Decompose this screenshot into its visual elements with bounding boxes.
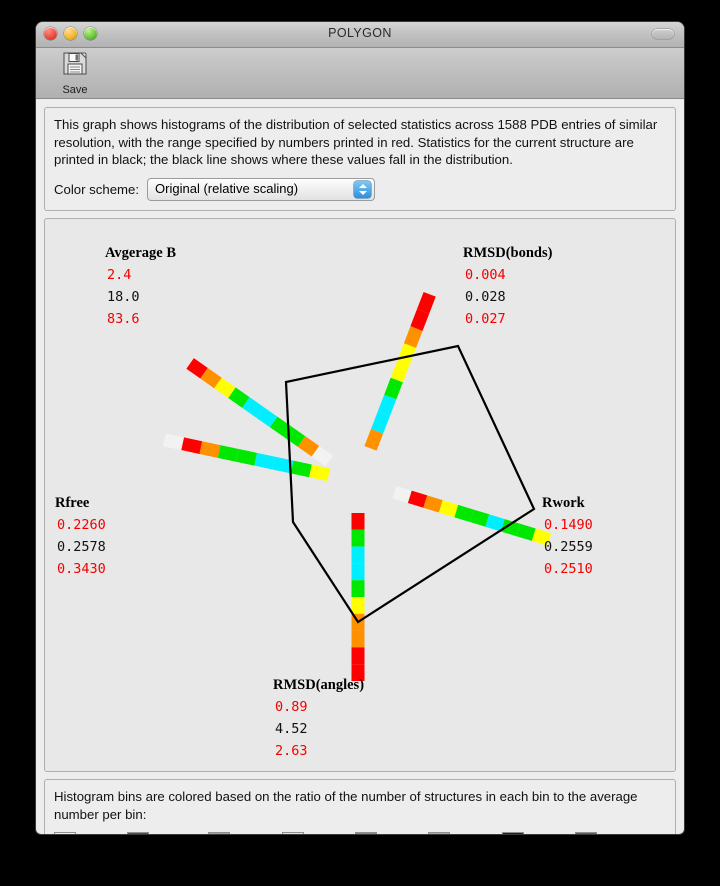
close-window-icon[interactable] bbox=[44, 27, 57, 40]
histogram-bin bbox=[377, 394, 397, 417]
histogram-bin bbox=[269, 416, 292, 438]
histogram-bin bbox=[392, 485, 412, 504]
axis-value-rmsd-bonds-min: 0.004 bbox=[465, 267, 506, 283]
polygon-plot-panel: Avgerage B 2.4 18.0 83.6 RMSD(bonds) 0.004 0.0… bbox=[44, 218, 676, 773]
histogram-bin bbox=[297, 436, 320, 457]
axis-label-rfree: Rfree bbox=[55, 495, 90, 511]
minimize-window-icon[interactable] bbox=[64, 27, 77, 40]
histogram-bin bbox=[272, 456, 294, 474]
axis-histogram-rwork bbox=[392, 485, 552, 546]
histogram-bin bbox=[217, 445, 239, 462]
legend-swatch bbox=[501, 832, 524, 834]
histogram-bin bbox=[181, 437, 203, 455]
histogram-bin bbox=[438, 500, 459, 518]
floppy-disk-save-icon bbox=[63, 52, 87, 75]
histogram-bin bbox=[236, 449, 257, 466]
histogram-bin bbox=[454, 504, 474, 523]
legend-swatch bbox=[208, 832, 231, 834]
axis-value-rmsd-bonds-current: 0.028 bbox=[465, 289, 506, 305]
histogram-bin bbox=[364, 428, 384, 451]
axis-value-rfree-min: 0.2260 bbox=[57, 517, 106, 533]
histogram-bin bbox=[311, 445, 334, 467]
description-text: This graph shows histograms of the distr… bbox=[54, 117, 658, 168]
histogram-bin bbox=[410, 309, 430, 331]
axis-histogram-rfree bbox=[162, 433, 331, 482]
histogram-bin bbox=[417, 292, 436, 314]
axis-label-avgerage-b: Avgerage B bbox=[105, 245, 176, 261]
histogram-bin bbox=[228, 387, 250, 408]
axis-value-avgerage-b-current: 18.0 bbox=[107, 289, 140, 305]
histogram-bin bbox=[531, 528, 552, 546]
zoom-window-icon[interactable] bbox=[84, 27, 97, 40]
color-scheme-select[interactable]: Original (relative scaling) bbox=[147, 178, 376, 202]
histogram-bin bbox=[254, 452, 276, 470]
axis-value-avgerage-b-min: 2.4 bbox=[107, 267, 131, 283]
polygon-window: POLYGON Save This graph shows histograms… bbox=[36, 22, 684, 834]
histogram-bin bbox=[371, 411, 390, 434]
axis-histogram-avgerage-b bbox=[186, 358, 334, 467]
axis-value-rwork-min: 0.1490 bbox=[544, 517, 593, 533]
axis-label-rwork: Rwork bbox=[542, 495, 586, 511]
axis-value-rmsd-angles-current: 4.52 bbox=[275, 721, 308, 737]
current-structure-polygon bbox=[284, 344, 536, 624]
window-title: POLYGON bbox=[328, 26, 392, 40]
axis-value-rwork-max: 0.2510 bbox=[544, 561, 593, 577]
histogram-bin bbox=[214, 377, 236, 399]
histogram-bin bbox=[162, 433, 184, 451]
save-button[interactable]: Save bbox=[49, 50, 101, 96]
color-scheme-label: Color scheme: bbox=[54, 182, 140, 198]
window-titlebar: POLYGON bbox=[36, 22, 684, 48]
axis-label-rmsd-angles: RMSD(angles) bbox=[273, 677, 364, 693]
histogram-bin bbox=[403, 326, 423, 348]
legend-swatch bbox=[281, 832, 304, 834]
axis-value-rfree-current: 0.2578 bbox=[57, 539, 106, 555]
chevron-updown-icon[interactable] bbox=[354, 181, 372, 199]
legend-description: Histogram bins are colored based on the … bbox=[54, 789, 638, 822]
legend-swatch bbox=[54, 832, 76, 834]
histogram-bin bbox=[407, 490, 428, 508]
histogram-bin bbox=[384, 377, 403, 400]
histogram-bin bbox=[516, 523, 536, 541]
axis-value-rmsd-angles-max: 2.63 bbox=[275, 743, 308, 759]
color-scheme-value: Original (relative scaling) bbox=[155, 181, 299, 197]
legend-swatch bbox=[428, 832, 451, 834]
axis-value-rfree-max: 0.3430 bbox=[57, 561, 106, 577]
histogram-bin bbox=[199, 441, 221, 458]
histogram-bin bbox=[309, 464, 331, 482]
legend-swatch-row: =< 0.1=< 0.25=< 0.5=< 1.0=< 2.0=< 3.0=< … bbox=[54, 832, 666, 834]
polygon-plot[interactable]: Avgerage B 2.4 18.0 83.6 RMSD(bonds) 0.004 0.0… bbox=[45, 219, 675, 771]
histogram-bin bbox=[283, 426, 306, 447]
histogram-bin bbox=[423, 495, 443, 513]
window-toolbar: Save bbox=[36, 48, 684, 99]
histogram-bin bbox=[200, 367, 222, 389]
axis-value-rmsd-angles-min: 0.89 bbox=[275, 699, 308, 715]
histogram-bin bbox=[186, 358, 208, 379]
window-controls bbox=[44, 27, 97, 40]
histogram-bin bbox=[469, 509, 490, 527]
color-scheme-row: Color scheme: Original (relative scaling… bbox=[54, 178, 666, 202]
axis-histogram-rmsd-bonds bbox=[364, 292, 436, 451]
histogram-bin bbox=[242, 397, 264, 418]
axis-value-rmsd-bonds-max: 0.027 bbox=[465, 311, 506, 327]
histogram-bin bbox=[390, 360, 410, 383]
legend-panel: Histogram bins are colored based on the … bbox=[44, 779, 676, 834]
histogram-bin bbox=[485, 514, 505, 532]
legend-swatch bbox=[127, 832, 150, 834]
legend-swatch bbox=[575, 832, 598, 834]
legend-swatch bbox=[354, 832, 377, 834]
save-button-label: Save bbox=[62, 84, 88, 96]
histogram-bin bbox=[397, 343, 417, 366]
histogram-bin bbox=[290, 460, 312, 478]
toolbar-toggle-button[interactable] bbox=[652, 29, 674, 39]
axis-label-rmsd-bonds: RMSD(bonds) bbox=[463, 245, 553, 261]
histogram-bin bbox=[255, 406, 278, 428]
axis-value-avgerage-b-max: 83.6 bbox=[107, 311, 140, 327]
axis-value-rwork-current: 0.2559 bbox=[544, 539, 593, 555]
description-panel: This graph shows histograms of the distr… bbox=[44, 107, 676, 212]
